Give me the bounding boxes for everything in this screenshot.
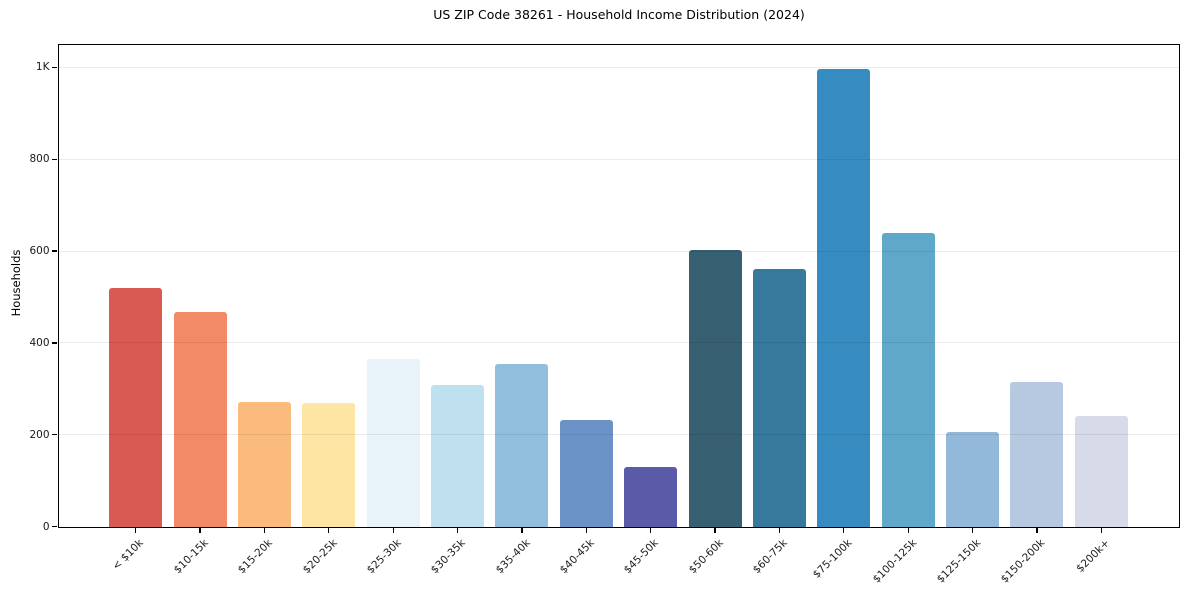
- gridline: [58, 342, 1179, 344]
- gridline: [58, 66, 1179, 68]
- x-tick-mark: [392, 528, 394, 533]
- x-tick-mark: [971, 528, 974, 533]
- x-tick-label: $150-200k: [998, 536, 1048, 586]
- y-tick-label: 400: [29, 336, 50, 349]
- y-tick-label: 800: [29, 153, 50, 166]
- x-tick-label: $100-125k: [870, 536, 919, 586]
- x-tick-mark: [907, 528, 909, 533]
- chart-title: US ZIP Code 38261 - Household Income Dis…: [433, 7, 805, 22]
- bar-15-20k: [237, 402, 291, 527]
- y-tick-mark: [52, 434, 57, 436]
- bar-25-30k: [366, 358, 420, 527]
- bar-100-125k: [881, 232, 935, 527]
- bar-35-40k: [495, 364, 549, 527]
- bar-125-150k: [946, 431, 1000, 527]
- bar-20-25k: [302, 403, 356, 527]
- x-tick-label: $125-150k: [934, 536, 984, 586]
- bar-45-50k: [624, 466, 678, 527]
- y-tick-label: 0: [42, 520, 50, 533]
- bar-40-45k: [559, 420, 613, 527]
- x-tick-mark: [199, 528, 201, 533]
- x-tick-label: $35-40k: [493, 536, 533, 576]
- bar-60-75k: [752, 269, 806, 527]
- x-tick-label: $50-60k: [686, 536, 726, 576]
- y-tick-label: 600: [29, 245, 50, 258]
- x-tick-mark: [1036, 528, 1038, 533]
- x-tick-label: $45-50k: [622, 536, 662, 576]
- x-tick-label: $200k+: [1073, 536, 1112, 575]
- x-tick-label: $25-30k: [364, 536, 404, 576]
- gridline: [58, 158, 1179, 160]
- gridline: [58, 250, 1179, 252]
- x-tick-mark: [135, 528, 137, 533]
- x-tick-label: $30-35k: [428, 536, 469, 576]
- bar-50-60k: [688, 249, 742, 527]
- bar-10-15k: [173, 311, 227, 527]
- y-tick-label: 200: [29, 428, 50, 441]
- y-tick-mark: [52, 250, 57, 252]
- y-tick-mark: [52, 66, 57, 69]
- plot-area: < $10k $10-15k $15-20k $20-25k $25-30k $30-35…: [29, 43, 1180, 585]
- x-tick-mark: [1100, 528, 1102, 533]
- x-tick-label: $15-20k: [235, 536, 275, 576]
- x-tick-label: $10-15k: [171, 536, 211, 576]
- gridline: [58, 434, 1179, 436]
- x-tick-mark: [843, 528, 845, 533]
- bar-150-200k: [1010, 382, 1064, 527]
- x-tick-mark: [778, 528, 781, 533]
- x-tick-label: $60-75k: [750, 536, 790, 576]
- y-tick-mark: [52, 525, 57, 528]
- y-axis-label: Households: [9, 249, 23, 317]
- x-tick-label: $40-45k: [557, 536, 597, 576]
- y-tick-label: 1K: [35, 61, 50, 74]
- x-tick-mark: [714, 528, 716, 533]
- x-tick-mark: [456, 528, 459, 533]
- x-tick-mark: [585, 528, 587, 533]
- bar-30-35k: [431, 385, 485, 527]
- x-tick-label: < $10k: [110, 536, 147, 573]
- x-tick-mark: [328, 528, 330, 533]
- y-tick-mark: [52, 158, 57, 160]
- x-tick-label: $20-25k: [300, 536, 340, 576]
- x-tick-mark: [521, 528, 523, 533]
- x-tick-mark: [263, 528, 266, 533]
- bar-200k: [1074, 416, 1128, 527]
- bar-10k: [109, 287, 163, 527]
- bar-75-100k: [817, 68, 871, 527]
- x-tick-mark: [650, 528, 652, 533]
- x-tick-label: $75-100k: [810, 536, 855, 581]
- y-tick-mark: [52, 342, 57, 344]
